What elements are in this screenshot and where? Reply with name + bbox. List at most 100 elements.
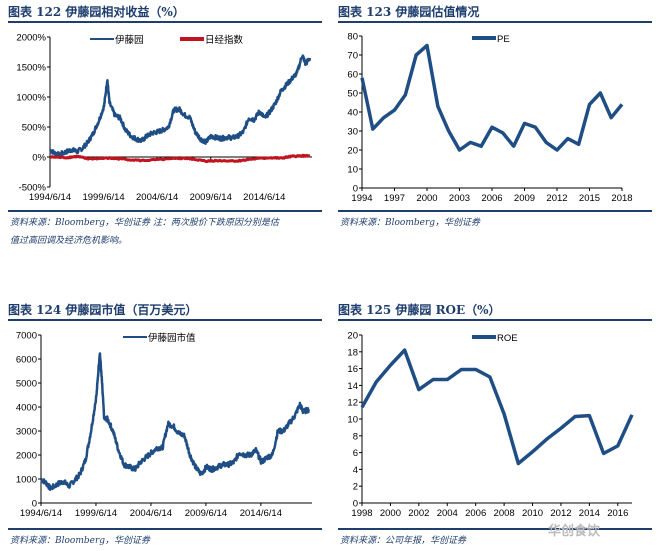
y-tick-label: 4	[353, 465, 358, 476]
y-tick-label: 8	[353, 431, 358, 442]
y-tick-label: 6000	[16, 355, 37, 366]
divider	[8, 319, 322, 321]
x-tick-label: 2014/6/14	[243, 192, 285, 203]
source-note: 资料来源：Bloomberg，华创证券 注：两次股价下跌原因分别是估	[10, 218, 279, 228]
chart-panel-124: 图表 124 伊藤园市值（百万美元） 0 1000 2000 3000 4000 5000…	[0, 298, 322, 551]
y-tick-label: 1500%	[16, 63, 46, 74]
x-tick-label: 2009/6/14	[190, 192, 232, 203]
legend-label: 伊藤园	[115, 34, 144, 46]
chart-relative-return: -500% 0% 500% 1000% 1500% 2000% 1994/6/14 1999/…	[16, 33, 312, 203]
x-tick-label: 2003	[449, 193, 470, 204]
x-tick-label: 2006	[481, 193, 502, 204]
y-tick-label: -500%	[19, 183, 47, 194]
y-tick-label: 7000	[16, 331, 37, 342]
x-tick-label: 1994/6/14	[29, 192, 71, 203]
chart-title: 图表 122 伊藤园相对收益（%）	[8, 5, 185, 19]
watermark: 华创食饮	[548, 524, 601, 539]
y-tick-label: 4000	[16, 403, 37, 414]
divider	[8, 21, 322, 23]
series-line-primary	[49, 54, 312, 158]
x-tick-label: 1994	[351, 193, 372, 204]
y-tick-label: 2000%	[16, 33, 46, 44]
legend-label: ROE	[497, 333, 518, 344]
y-tick-label: 0	[32, 499, 37, 510]
chart-roe: 0 2 4 6 8 10 12 14 16 18 20 1998 2000 2002 2004 2006 200…	[347, 331, 634, 519]
y-tick-label: 30	[347, 127, 358, 138]
y-tick-label: 70	[347, 51, 358, 62]
x-tick-label: 2015	[579, 193, 600, 204]
chart-panel-122: 图表 122 伊藤园相对收益（%） -500% 0% 500% 1000% 1500% 2…	[0, 0, 322, 260]
divider	[338, 319, 652, 321]
chart-title: 图表 124 伊藤园市值（百万美元）	[8, 303, 198, 317]
x-tick-label: 2002	[408, 508, 429, 519]
y-tick-label: 20	[347, 331, 358, 342]
chart-panel-123: 图表 123 伊藤园估值情况 0 10 20 30 40 50 60 70 80 1994 1997…	[330, 0, 652, 260]
y-tick-label: 18	[347, 347, 358, 358]
x-tick-label: 2012	[550, 508, 571, 519]
y-tick-label: 12	[347, 398, 358, 409]
y-tick-label: 10	[347, 415, 358, 426]
x-tick-label: 2009	[514, 193, 535, 204]
series-line-primary	[40, 352, 310, 492]
y-tick-label: 3000	[16, 427, 37, 438]
x-tick-label: 1997	[384, 193, 405, 204]
chart-pe: 0 10 20 30 40 50 60 70 80 1994 1997 2000 2003 2006 200…	[347, 32, 632, 205]
y-tick-label: 60	[347, 70, 358, 81]
y-tick-label: 10	[347, 165, 358, 176]
y-tick-label: 0	[353, 184, 358, 195]
source-note: 资料来源：公司年报，华创证券	[340, 536, 467, 546]
y-tick-label: 2000	[16, 451, 37, 462]
divider	[8, 210, 322, 212]
y-tick-label: 500%	[22, 123, 47, 134]
x-tick-label: 2000	[416, 193, 437, 204]
x-tick-label: 2010	[522, 508, 543, 519]
legend-label: 日经指数	[205, 34, 244, 46]
x-tick-label: 2004	[437, 508, 458, 519]
x-tick-label: 2006	[465, 508, 486, 519]
series-line-primary	[360, 348, 634, 466]
chart-market-cap: 0 1000 2000 3000 4000 5000 6000 7000 1994/6/14 19…	[16, 331, 312, 519]
source-note: 资料来源：Bloomberg，华创证券	[10, 536, 151, 546]
x-tick-label: 2009/6/14	[185, 508, 227, 519]
chart-title: 图表 125 伊藤园 ROE（%）	[338, 303, 501, 317]
legend-label: 伊藤园市值	[148, 332, 196, 344]
source-note-2: 值过高回调及经济危机影响。	[10, 236, 128, 246]
divider	[338, 528, 652, 530]
series-line-secondary	[49, 153, 311, 164]
y-tick-label: 0%	[32, 153, 46, 164]
x-tick-label: 2004/6/14	[130, 508, 172, 519]
y-tick-label: 5000	[16, 379, 37, 390]
chart-title: 图表 123 伊藤园估值情况	[338, 5, 480, 19]
x-tick-label: 2018	[611, 193, 632, 204]
y-tick-label: 1000	[16, 475, 37, 486]
x-tick-label: 1998	[351, 508, 372, 519]
x-tick-label: 1999/6/14	[82, 192, 124, 203]
y-tick-label: 16	[347, 364, 358, 375]
divider	[8, 528, 322, 530]
y-tick-label: 14	[347, 381, 358, 392]
divider	[338, 210, 652, 212]
y-tick-label: 6	[353, 448, 358, 459]
series-line-primary	[360, 43, 624, 152]
x-tick-label: 1999/6/14	[75, 508, 117, 519]
x-tick-label: 2014/6/14	[240, 508, 282, 519]
divider	[338, 21, 652, 23]
y-tick-label: 50	[347, 89, 358, 100]
x-tick-label: 2016	[607, 508, 628, 519]
y-tick-label: 0	[353, 499, 358, 510]
y-tick-label: 80	[347, 32, 358, 43]
y-tick-label: 2	[353, 482, 358, 493]
x-tick-label: 2000	[380, 508, 401, 519]
chart-panel-125: 图表 125 伊藤园 ROE（%） 0 2 4 6 8 10 12 14 16 18 20 1998 2…	[330, 298, 652, 551]
x-tick-label: 2014	[579, 508, 600, 519]
y-tick-label: 40	[347, 108, 358, 119]
source-note: 资料来源：Bloomberg，华创证券	[340, 218, 481, 228]
x-tick-label: 1994/6/14	[20, 508, 62, 519]
legend-label: PE	[497, 34, 510, 45]
y-tick-label: 1000%	[16, 93, 46, 104]
x-tick-label: 2004/6/14	[136, 192, 178, 203]
y-tick-label: 20	[347, 146, 358, 157]
x-tick-label: 2012	[546, 193, 567, 204]
x-tick-label: 2008	[494, 508, 515, 519]
